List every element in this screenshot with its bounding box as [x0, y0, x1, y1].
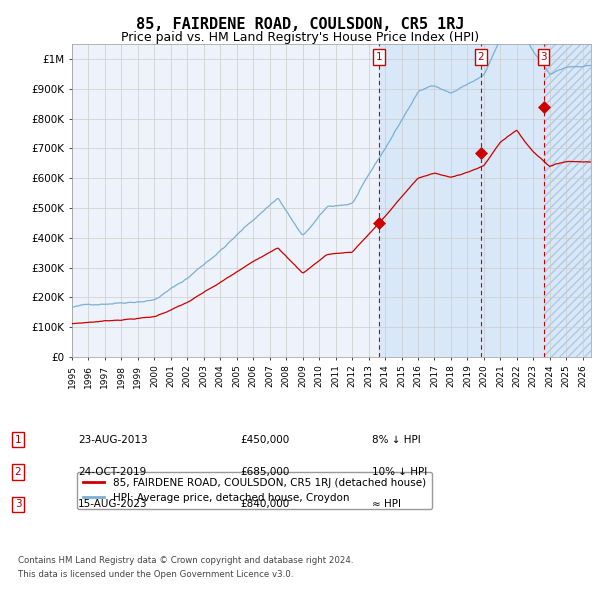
- Text: £450,000: £450,000: [240, 435, 289, 444]
- Text: 23-AUG-2013: 23-AUG-2013: [78, 435, 148, 444]
- Text: £685,000: £685,000: [240, 467, 289, 477]
- Text: 2: 2: [478, 52, 484, 62]
- Text: 1: 1: [14, 435, 22, 444]
- Text: 15-AUG-2023: 15-AUG-2023: [78, 500, 148, 509]
- Bar: [379, 44, 591, 357]
- Text: This data is licensed under the Open Government Licence v3.0.: This data is licensed under the Open Gov…: [18, 571, 293, 579]
- Text: 85, FAIRDENE ROAD, COULSDON, CR5 1RJ: 85, FAIRDENE ROAD, COULSDON, CR5 1RJ: [136, 17, 464, 31]
- Text: ≈ HPI: ≈ HPI: [372, 500, 401, 509]
- Text: £840,000: £840,000: [240, 500, 289, 509]
- Text: 3: 3: [14, 500, 22, 509]
- Text: 24-OCT-2019: 24-OCT-2019: [78, 467, 146, 477]
- Bar: [544, 44, 591, 357]
- Text: Contains HM Land Registry data © Crown copyright and database right 2024.: Contains HM Land Registry data © Crown c…: [18, 556, 353, 565]
- Text: 1: 1: [376, 52, 382, 62]
- Text: 8% ↓ HPI: 8% ↓ HPI: [372, 435, 421, 444]
- Legend: 85, FAIRDENE ROAD, COULSDON, CR5 1RJ (detached house), HPI: Average price, detac: 85, FAIRDENE ROAD, COULSDON, CR5 1RJ (de…: [77, 471, 432, 509]
- Text: 10% ↓ HPI: 10% ↓ HPI: [372, 467, 427, 477]
- Text: 3: 3: [540, 52, 547, 62]
- Text: 2: 2: [14, 467, 22, 477]
- Text: Price paid vs. HM Land Registry's House Price Index (HPI): Price paid vs. HM Land Registry's House …: [121, 31, 479, 44]
